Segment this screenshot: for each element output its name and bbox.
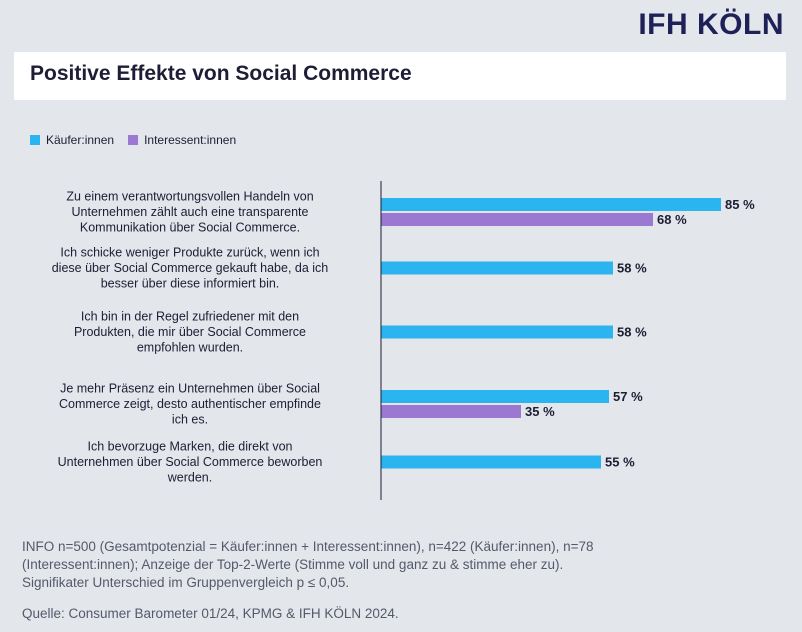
- chart-title: Positive Effekte von Social Commerce: [30, 62, 412, 85]
- bar: [381, 455, 601, 469]
- category-label: Unternehmen zählt auch eine transparente: [72, 205, 309, 219]
- data-label: 58 %: [617, 325, 647, 340]
- data-label: 55 %: [605, 455, 635, 470]
- title-bar: Positive Effekte von Social Commerce: [14, 52, 786, 100]
- bar: [381, 390, 609, 403]
- source-note: Quelle: Consumer Barometer 01/24, KPMG &…: [22, 606, 399, 621]
- legend-item-interessent: Interessent:innen: [128, 133, 236, 147]
- legend-item-kaeufer: Käufer:innen: [30, 133, 114, 147]
- legend-label-interessent: Interessent:innen: [144, 133, 237, 147]
- category-label: Ich bin in der Regel zufriedener mit den: [81, 310, 299, 324]
- category-label: Ich schicke weniger Produkte zurück, wen…: [60, 246, 319, 260]
- bar: [381, 405, 521, 418]
- data-label: 57 %: [613, 389, 643, 404]
- footnote-line: Signifikater Unterschied im Gruppenvergl…: [22, 575, 350, 590]
- bar: [381, 213, 653, 226]
- category-label: besser über diese informiert bin.: [101, 277, 280, 291]
- legend-swatch-interessent: [128, 135, 139, 145]
- category-label: diese über Social Commerce gekauft habe,…: [52, 261, 329, 275]
- category-label: Commerce zeigt, desto authentischer empf…: [59, 397, 321, 411]
- data-label: 58 %: [617, 261, 647, 276]
- category-label: Unternehmen über Social Commerce beworbe…: [58, 455, 323, 469]
- bar: [381, 261, 613, 275]
- category-label: Produkten, die mir über Social Commerce: [74, 325, 306, 339]
- bar: [381, 325, 613, 339]
- category-label: Kommunikation über Social Commerce.: [80, 221, 300, 235]
- footnote: INFO n=500 (Gesamtpotenzial = Käufer:inn…: [22, 538, 782, 592]
- footnote-line: INFO n=500 (Gesamtpotenzial = Käufer:inn…: [22, 539, 594, 554]
- ifh-koeln-logo: IFH KÖLN: [638, 8, 784, 41]
- footnote-line: (Interessent:innen); Anzeige der Top-2-W…: [22, 557, 564, 572]
- category-label: werden.: [167, 471, 212, 485]
- category-label: empfohlen wurden.: [137, 341, 243, 355]
- category-label: Zu einem verantwortungsvollen Handeln vo…: [66, 190, 313, 204]
- category-label: ich es.: [172, 413, 208, 427]
- data-label: 35 %: [525, 404, 555, 419]
- legend-label-kaeufer: Käufer:innen: [46, 133, 115, 147]
- data-label: 85 %: [725, 197, 755, 212]
- category-label: Ich bevorzuge Marken, die direkt von: [88, 440, 293, 454]
- category-label: Je mehr Präsenz ein Unternehmen über Soc…: [60, 382, 320, 396]
- legend-swatch-kaeufer: [30, 135, 40, 145]
- bar: [381, 198, 721, 211]
- legend: Käufer:innen Interessent:innen: [30, 133, 236, 147]
- data-label: 68 %: [657, 212, 687, 227]
